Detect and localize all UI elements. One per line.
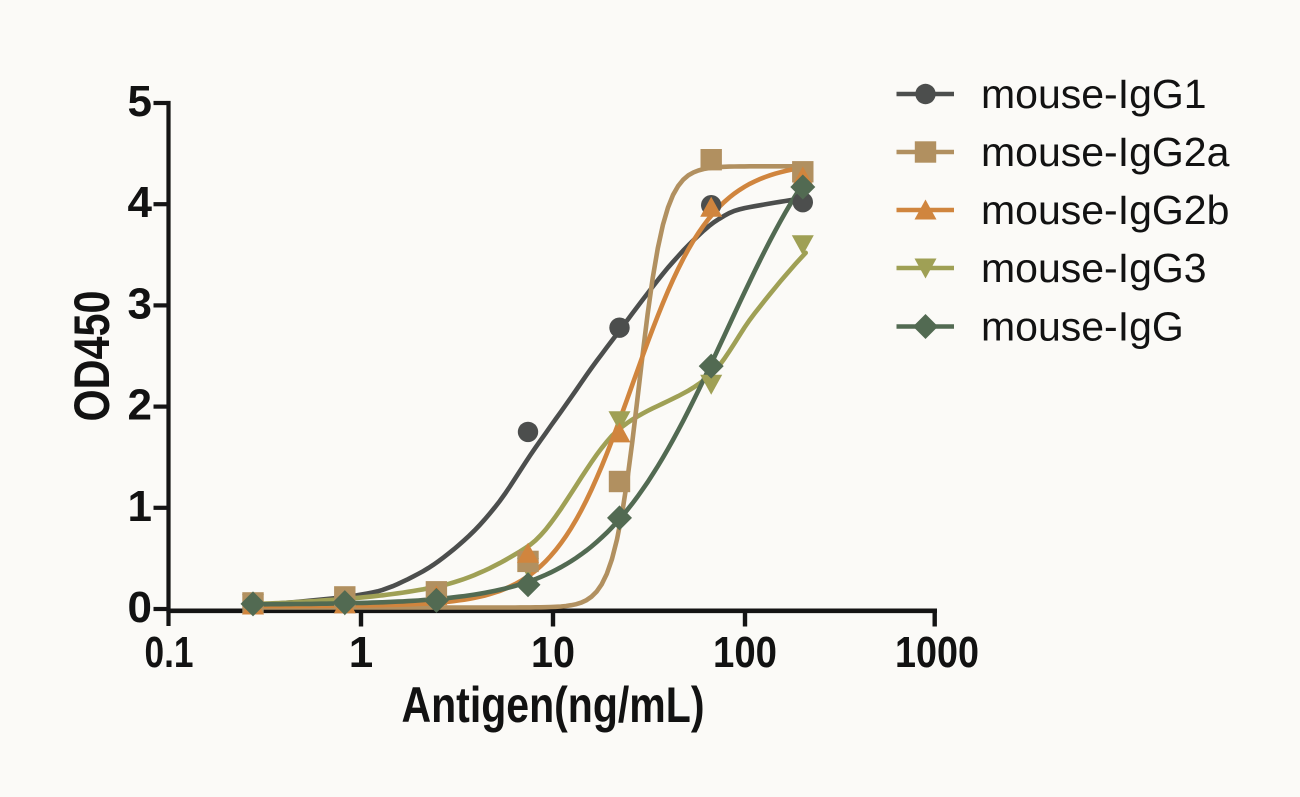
svg-text:1: 1 [128, 482, 152, 531]
svg-text:0.1: 0.1 [145, 628, 194, 677]
svg-text:mouse-IgG3: mouse-IgG3 [981, 245, 1207, 291]
svg-text:2: 2 [128, 381, 152, 430]
svg-text:4: 4 [128, 178, 153, 227]
svg-text:100: 100 [713, 628, 777, 677]
svg-text:0: 0 [128, 583, 152, 632]
svg-text:Antigen(ng/mL): Antigen(ng/mL) [402, 677, 705, 733]
svg-text:mouse-IgG2b: mouse-IgG2b [981, 187, 1229, 233]
svg-text:1000: 1000 [895, 628, 979, 677]
svg-text:5: 5 [128, 77, 152, 126]
svg-text:mouse-IgG: mouse-IgG [981, 304, 1184, 350]
svg-text:mouse-IgG2a: mouse-IgG2a [981, 129, 1230, 175]
svg-text:3: 3 [128, 279, 152, 328]
svg-text:1: 1 [349, 628, 373, 677]
svg-text:OD450: OD450 [64, 291, 120, 422]
svg-text:mouse-IgG1: mouse-IgG1 [981, 71, 1207, 117]
svg-text:10: 10 [531, 628, 575, 677]
